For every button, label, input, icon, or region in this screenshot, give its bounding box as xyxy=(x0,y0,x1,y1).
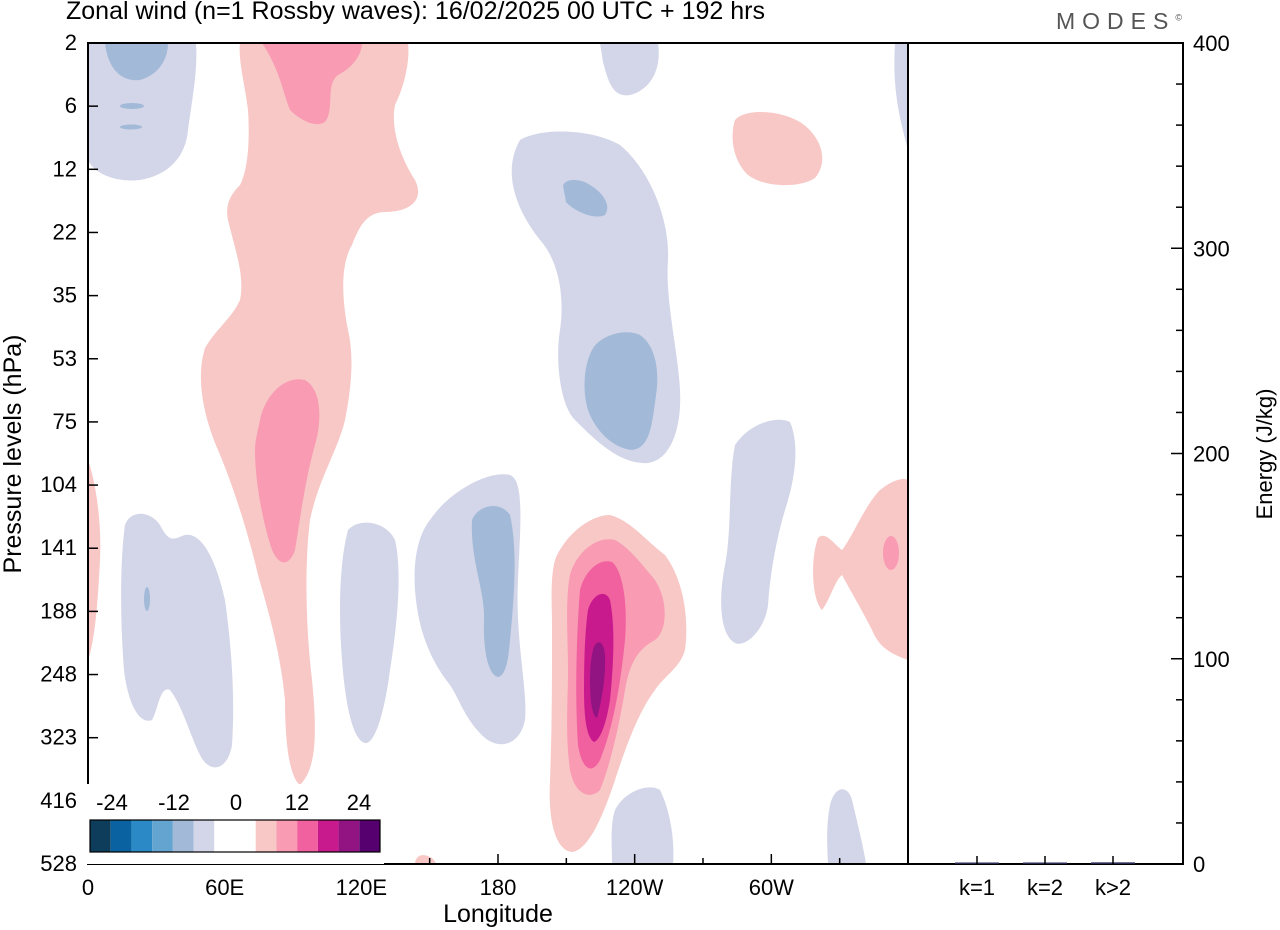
contour-neg-mid xyxy=(563,179,608,217)
contour-neg-mid xyxy=(144,587,150,611)
y-tick-label: 12 xyxy=(53,156,77,181)
x-tick-label: 120W xyxy=(606,875,664,900)
contour-neg-weak xyxy=(721,419,796,644)
chart-title: Zonal wind (n=1 Rossby waves): 16/02/202… xyxy=(66,0,765,25)
y-tick-label: 141 xyxy=(40,535,77,560)
contour-neg-weak xyxy=(121,513,234,768)
colorbar-swatch xyxy=(214,820,235,852)
y-tick-label: 22 xyxy=(53,219,77,244)
energy-category-label: k=2 xyxy=(1027,875,1063,900)
colorbar-swatch xyxy=(255,820,277,852)
contour-field xyxy=(88,43,908,864)
contour-neg-weak xyxy=(88,43,197,181)
contour-neg-mid xyxy=(471,505,515,677)
contour-pos-weak xyxy=(813,479,908,660)
brand-logo: MODES© xyxy=(1056,8,1182,35)
colorbar-label: -12 xyxy=(158,790,190,815)
colorbar-outline xyxy=(89,819,381,853)
contour-pos-weak xyxy=(88,460,101,660)
colorbar-swatch xyxy=(131,820,153,852)
colorbar-label: -24 xyxy=(96,790,128,815)
contour-neg-weak xyxy=(827,789,866,864)
y-tick-label: 323 xyxy=(40,725,77,750)
colorbar-label: 12 xyxy=(285,790,309,815)
y-tick-label: 75 xyxy=(53,409,77,434)
energy-tick-label: 400 xyxy=(1193,31,1230,56)
energy-tick-label: 0 xyxy=(1193,852,1205,877)
contour-neg-mid xyxy=(120,124,142,130)
y-tick-label: 2 xyxy=(65,30,77,55)
energy-tick-label: 300 xyxy=(1193,236,1230,261)
colorbar-swatch xyxy=(90,820,111,852)
colorbar-swatch xyxy=(172,820,194,852)
contour-pos-mid xyxy=(255,379,320,563)
colorbar-swatch xyxy=(297,820,318,852)
energy-category-label: k=1 xyxy=(959,875,995,900)
colorbar-label: 24 xyxy=(347,790,371,815)
y-axis: 2 6 12 22 35 53 75 104 141 188 248 323 416 528 xyxy=(40,30,98,876)
x-tick-label: 180 xyxy=(480,875,517,900)
energy-tick-label: 100 xyxy=(1193,647,1230,672)
energy-tick-label: 200 xyxy=(1193,442,1230,467)
energy-bars: k=1 k=2 k>2 xyxy=(955,856,1135,900)
contour-neg-weak xyxy=(600,43,659,96)
y-axis-label: Pressure levels (hPa) xyxy=(0,335,27,574)
x-tick-label: 0 xyxy=(82,875,94,900)
contour-pos-weak xyxy=(415,855,436,864)
colorbar-swatch xyxy=(235,820,256,852)
colorbar-swatch xyxy=(193,820,215,852)
energy-category-label: k>2 xyxy=(1095,875,1131,900)
energy-axis: 0 100 200 300 400 xyxy=(1171,31,1230,877)
y-tick-label: 53 xyxy=(53,346,77,371)
x-tick-label: 60E xyxy=(205,875,244,900)
plot-frame-right xyxy=(907,42,1184,865)
y-tick-label: 188 xyxy=(40,598,77,623)
brand-name: MODES xyxy=(1056,8,1176,34)
y-tick-label: 528 xyxy=(40,851,77,876)
colorbar-swatch xyxy=(276,820,298,852)
y-tick-label: 104 xyxy=(40,472,77,497)
y-tick-label: 35 xyxy=(53,283,77,308)
colorbar-label: 0 xyxy=(230,790,242,815)
contour-neg-mid xyxy=(105,43,168,81)
x-tick-label: 60W xyxy=(749,875,794,900)
brand-mark: © xyxy=(1175,12,1182,23)
y-tick-label: 6 xyxy=(65,93,77,118)
y-tick-label: 416 xyxy=(40,788,77,813)
contour-pos-extreme xyxy=(590,642,606,718)
x-tick-label: 120E xyxy=(336,875,387,900)
contour-pos-mid xyxy=(262,43,362,125)
contour-neg-weak xyxy=(340,522,399,744)
colorbar-swatch xyxy=(110,820,132,852)
contour-neg-weak xyxy=(894,43,908,150)
contour-neg-mid xyxy=(120,103,144,109)
y-tick-label: 248 xyxy=(40,662,77,687)
contour-pos-mid xyxy=(883,536,899,570)
x-axis-label: Longitude xyxy=(443,900,553,928)
colorbar-swatch xyxy=(338,820,360,852)
energy-axis-label: Energy (J/kg) xyxy=(1252,389,1277,520)
contour-neg-weak xyxy=(611,787,674,864)
contour-neg-mid xyxy=(584,332,658,450)
colorbar: -24 -12 0 12 24 xyxy=(86,784,384,864)
colorbar-swatch xyxy=(152,820,173,852)
contour-pos-weak xyxy=(732,111,823,186)
colorbar-swatch xyxy=(359,820,380,852)
colorbar-swatch xyxy=(317,820,339,852)
x-axis: 0 60E 120E 180 120W 60W xyxy=(82,854,909,900)
